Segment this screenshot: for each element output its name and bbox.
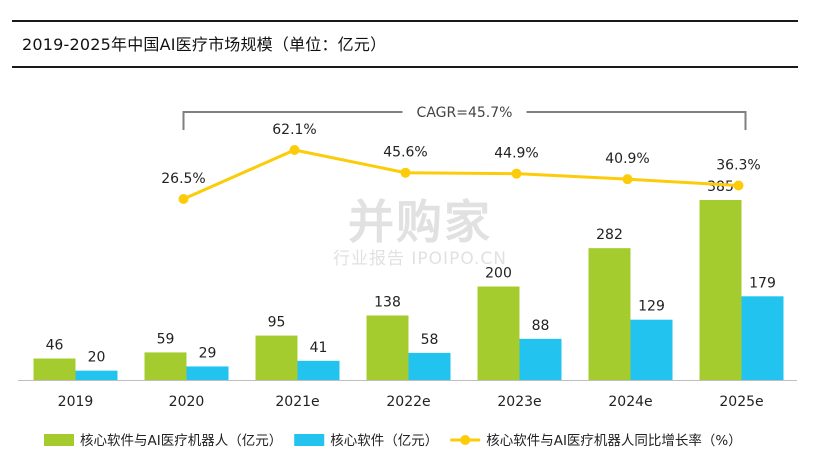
growth-point-2022e [400, 167, 411, 178]
growth-label-2022e: 45.6% [383, 145, 427, 161]
cagr-label-bg [402, 102, 527, 122]
x-tick-2019: 2019 [58, 394, 94, 410]
growth-label-2020: 26.5% [161, 171, 205, 187]
bar-core-2021e [297, 360, 340, 380]
legend-total-swatch [44, 434, 74, 446]
bar-label-total-2021e: 95 [268, 315, 286, 331]
bar-label-core-2019: 20 [88, 350, 106, 366]
chart-title: 2019-2025年中国AI医疗市场规模（单位：亿元） [22, 35, 387, 54]
growth-line [182, 148, 739, 201]
legend-core-label: 核心软件（亿元） [330, 433, 438, 449]
bar-total-2019 [33, 358, 76, 380]
bar-label-total-2020: 59 [157, 331, 175, 347]
bar-label-core-2021e: 41 [310, 340, 328, 356]
x-tick-2021e: 2021e [275, 394, 319, 410]
bar-label-core-2023e: 88 [532, 318, 550, 334]
bar-label-total-2022e: 138 [374, 294, 401, 310]
bar-total-2025e [699, 200, 742, 380]
bar-label-total-2019: 46 [46, 337, 64, 353]
growth-point-2023e [511, 168, 522, 179]
x-tick-2022e: 2022e [386, 394, 430, 410]
bar-core-2020 [186, 366, 229, 380]
legend-core-swatch [294, 434, 325, 446]
growth-label-2023e: 44.9% [494, 146, 538, 162]
x-tick-2020: 2020 [169, 394, 205, 410]
bar-label-core-2022e: 58 [421, 332, 439, 348]
bar-label-total-2024e: 282 [596, 227, 623, 243]
bar-label-core-2025e: 179 [749, 275, 776, 291]
title-rule [12, 66, 798, 68]
growth-point-2024e [622, 174, 633, 185]
legend-growth-swatch-dot [460, 435, 471, 445]
legend-total-label: 核心软件与AI医疗机器人（亿元） [80, 433, 282, 449]
top-rule [12, 20, 798, 22]
bar-core-2022e [408, 352, 451, 380]
growth-label-2025e: 36.3% [716, 158, 760, 174]
growth-point-2025e [733, 180, 744, 191]
growth-label-2024e: 40.9% [605, 151, 649, 167]
bar-core-2025e [741, 296, 784, 380]
legend-growth-label: 核心软件与AI医疗机器人同比增长率（%） [486, 432, 742, 449]
bar-core-2023e [519, 338, 562, 380]
x-tick-2024e: 2024e [608, 394, 652, 410]
x-tick-2025e: 2025e [719, 394, 763, 410]
bar-total-2022e [366, 315, 409, 380]
bar-label-total-2023e: 200 [485, 265, 512, 281]
bar-core-2024e [630, 319, 673, 380]
bar-total-2024e [588, 248, 631, 380]
bar-total-2021e [255, 335, 298, 380]
cagr-label: CAGR=45.7% [417, 105, 513, 121]
bar-core-2019 [75, 370, 118, 380]
bar-label-total-2025e: 385 [707, 179, 734, 195]
growth-label-2021e: 62.1% [272, 122, 316, 138]
bar-total-2023e [477, 286, 520, 380]
bar-label-core-2020: 29 [199, 345, 217, 361]
bar-total-2020 [144, 352, 187, 380]
growth-point-2020 [178, 194, 189, 204]
x-tick-2023e: 2023e [497, 394, 541, 410]
growth-point-2021e [289, 145, 300, 155]
bar-label-core-2024e: 129 [638, 299, 665, 315]
